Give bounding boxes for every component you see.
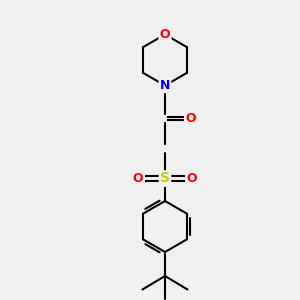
- Text: O: O: [160, 28, 170, 41]
- Text: O: O: [187, 172, 197, 185]
- Text: O: O: [185, 112, 196, 125]
- Text: N: N: [160, 79, 170, 92]
- Text: S: S: [160, 172, 170, 185]
- Text: O: O: [133, 172, 143, 185]
